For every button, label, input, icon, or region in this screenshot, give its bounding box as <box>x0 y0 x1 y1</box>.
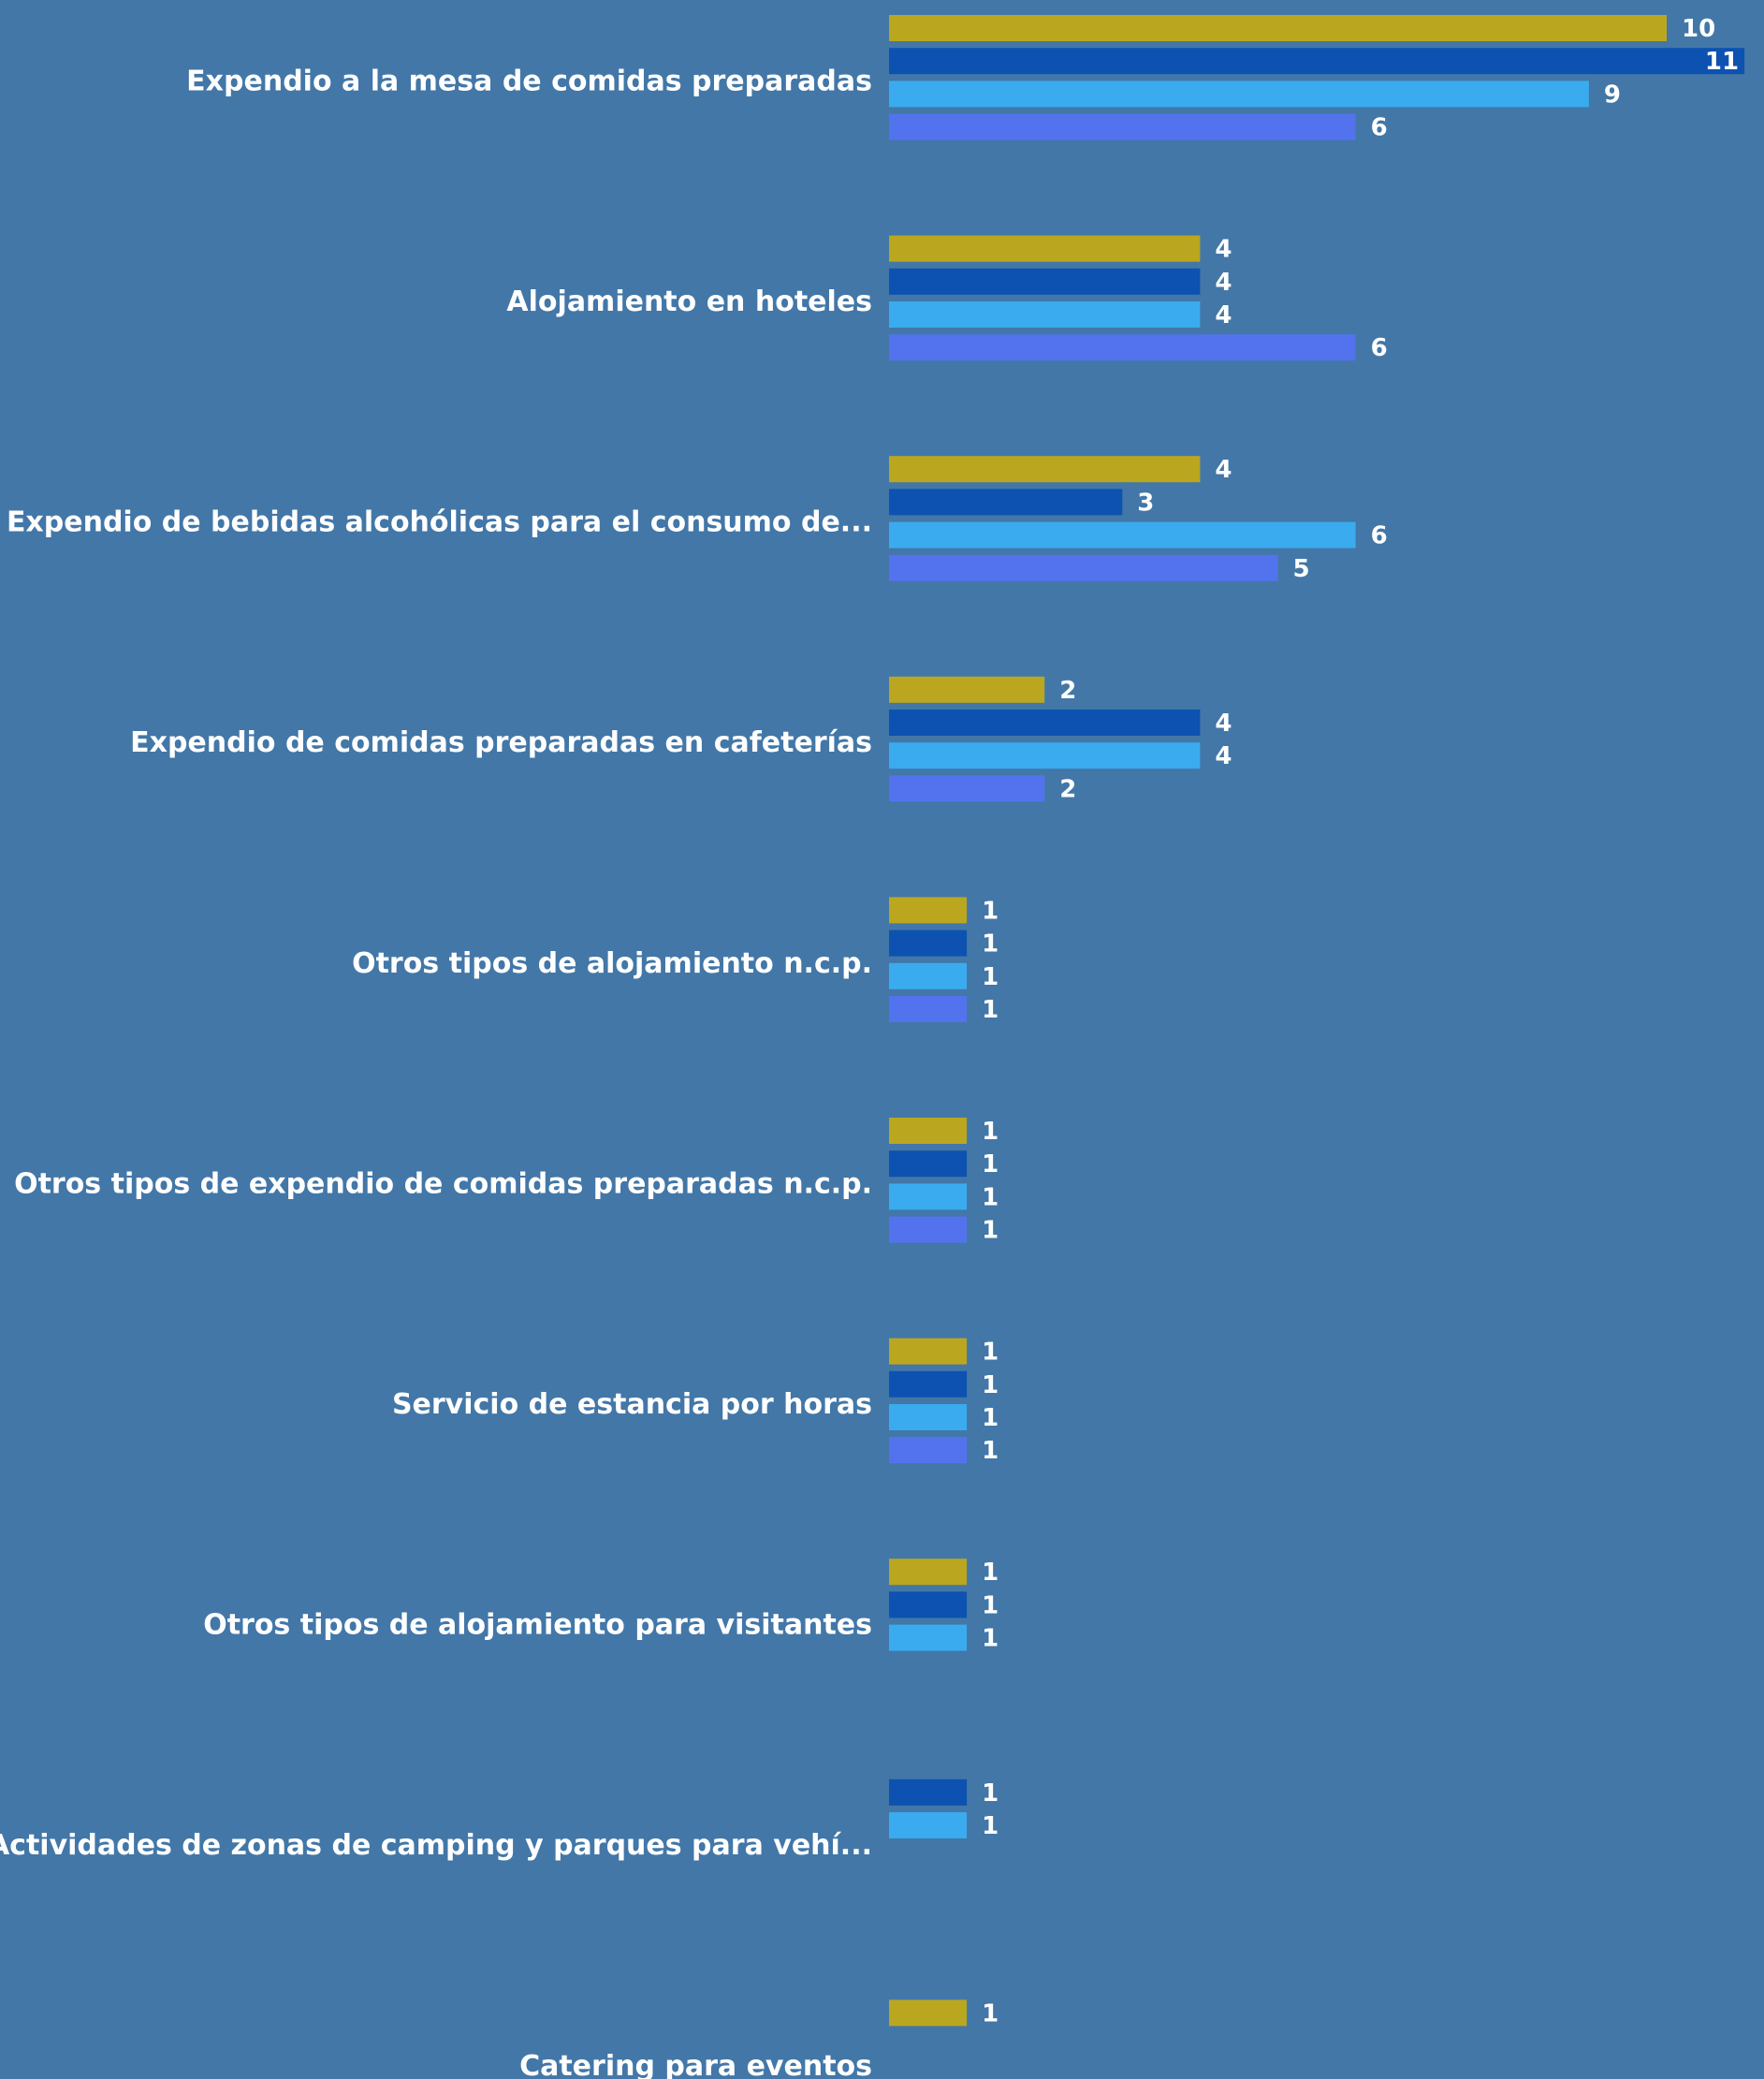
bar <box>889 81 1589 108</box>
category-label: Otros tipos de alojamiento n.c.p. <box>352 947 872 980</box>
data-label: 6 <box>1371 334 1388 362</box>
data-label: 11 <box>1705 48 1739 76</box>
bar <box>889 962 968 989</box>
category-label: Otros tipos de alojamiento para visitant… <box>203 1609 872 1642</box>
data-label: 10 <box>1682 15 1715 43</box>
data-label: 1 <box>982 996 999 1024</box>
data-label: 1 <box>982 1999 999 2028</box>
bar <box>889 1779 968 1806</box>
category-label: Servicio de estancia por horas <box>392 1388 872 1421</box>
data-label: 1 <box>982 930 999 959</box>
bar <box>889 113 1356 140</box>
data-label: 1 <box>982 1779 999 1808</box>
data-label: 1 <box>982 1183 999 1211</box>
bar <box>889 1437 968 1464</box>
bar <box>889 521 1356 549</box>
data-label: 1 <box>982 1150 999 1179</box>
bar <box>889 1999 968 2027</box>
bar <box>889 48 1745 75</box>
data-label: 6 <box>1371 522 1388 550</box>
bar <box>889 1183 968 1210</box>
bar <box>889 1404 968 1430</box>
bar <box>889 301 1201 328</box>
data-label: 1 <box>982 963 999 991</box>
category-label: Expendio de comidas preparadas en cafete… <box>130 726 872 759</box>
bar <box>889 334 1356 361</box>
data-label: 5 <box>1293 555 1310 583</box>
bar <box>889 489 1123 516</box>
category-label: Expendio a la mesa de comidas preparadas <box>186 65 872 97</box>
bar <box>889 1812 968 1838</box>
bar <box>889 1624 968 1651</box>
bar <box>889 676 1045 703</box>
data-label: 4 <box>1215 456 1232 484</box>
bar <box>889 897 968 924</box>
data-label: 1 <box>982 1437 999 1465</box>
category-label: Actividades de zonas de camping y parque… <box>0 1829 872 1862</box>
bar <box>889 1118 968 1144</box>
data-label: 4 <box>1215 236 1232 264</box>
bar <box>889 1591 968 1618</box>
bar <box>889 930 968 957</box>
data-label: 1 <box>982 1812 999 1840</box>
data-label: 1 <box>982 1118 999 1146</box>
category-label: Otros tipos de expendio de comidas prepa… <box>14 1167 872 1200</box>
bar <box>889 710 1201 736</box>
data-label: 1 <box>982 1339 999 1367</box>
data-label: 1 <box>982 1591 999 1619</box>
bar <box>889 456 1201 483</box>
data-label: 1 <box>982 897 999 925</box>
data-label: 2 <box>1059 677 1076 705</box>
category-group: Servicio de estancia por horas 1 1 1 1 <box>392 1338 999 1465</box>
data-label: 4 <box>1215 710 1232 738</box>
category-group: Actividades de zonas de camping y parque… <box>0 1779 999 1862</box>
bar <box>889 268 1201 295</box>
bar <box>889 1559 968 1586</box>
bar <box>889 742 1201 769</box>
data-label: 1 <box>982 1559 999 1587</box>
category-group: Catering para eventos 1 <box>519 1999 999 2079</box>
category-group: Expendio de bebidas alcohólicas para el … <box>7 456 1388 583</box>
data-label: 3 <box>1137 489 1154 517</box>
bar <box>889 554 1278 581</box>
category-group: Otros tipos de alojamiento n.c.p. 1 1 1 1 <box>352 897 999 1024</box>
category-group: Expendio de comidas preparadas en cafete… <box>130 676 1232 803</box>
bar <box>889 996 968 1022</box>
data-label: 4 <box>1215 269 1232 297</box>
bar <box>889 1338 968 1365</box>
data-label: 1 <box>982 1625 999 1653</box>
category-label: Alojamiento en hoteles <box>506 285 872 318</box>
category-group: Otros tipos de expendio de comidas prepa… <box>14 1118 999 1245</box>
bar <box>889 1370 968 1398</box>
data-label: 1 <box>982 1371 999 1399</box>
data-label: 6 <box>1371 114 1388 142</box>
data-label: 4 <box>1215 301 1232 329</box>
data-label: 9 <box>1604 81 1621 109</box>
bar <box>889 1216 968 1243</box>
bar <box>889 235 1201 262</box>
category-group: Otros tipos de alojamiento para visitant… <box>203 1559 999 1653</box>
data-label: 2 <box>1059 775 1076 803</box>
category-label: Expendio de bebidas alcohólicas para el … <box>7 506 872 539</box>
bar <box>889 15 1667 41</box>
bar <box>889 775 1045 802</box>
data-label: 1 <box>982 1217 999 1245</box>
data-label: 4 <box>1215 742 1232 770</box>
category-group: Alojamiento en hoteles 4 4 4 6 <box>506 235 1388 362</box>
category-group: Expendio a la mesa de comidas preparadas… <box>186 15 1745 142</box>
data-label: 1 <box>982 1404 999 1432</box>
bar <box>889 1150 968 1178</box>
category-label: Catering para eventos <box>519 2050 872 2079</box>
